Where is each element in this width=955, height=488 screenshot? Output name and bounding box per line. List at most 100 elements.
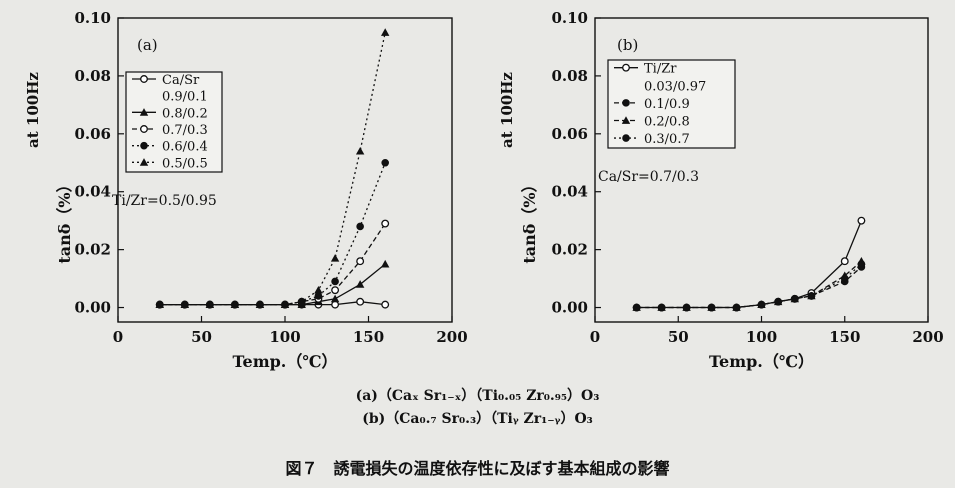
legend-entry: 0.9/0.1 bbox=[162, 90, 208, 105]
caption-line-b: (b)（Ca₀.₇ Sr₀.₃）（Tiᵧ Zr₁₋ᵧ）O₃ bbox=[362, 411, 593, 427]
data-point bbox=[682, 303, 691, 312]
data-point bbox=[840, 257, 849, 266]
series-line bbox=[636, 260, 862, 309]
data-point bbox=[280, 300, 290, 308]
y-tick-label: 0.02 bbox=[74, 241, 111, 259]
data-point bbox=[331, 286, 340, 295]
y-tick-label: 0.04 bbox=[74, 183, 111, 201]
figure-caption: 図７ 誘電損失の温度依存性に及ぼす基本組成の影響 bbox=[285, 459, 670, 478]
legend-entry: 0.5/0.5 bbox=[162, 156, 208, 171]
data-point bbox=[757, 300, 766, 309]
composition-note: Ti/Zr=0.5/0.95 bbox=[112, 193, 217, 209]
legend-entry: 0.8/0.2 bbox=[162, 106, 208, 121]
legend-entry: 0.1/0.9 bbox=[644, 97, 690, 112]
legend-marker bbox=[622, 99, 630, 107]
y-tick-label: 0.04 bbox=[551, 183, 588, 201]
x-tick-label: 150 bbox=[829, 328, 860, 346]
data-point bbox=[381, 219, 390, 228]
data-point bbox=[356, 222, 364, 231]
data-point bbox=[381, 259, 390, 268]
data-point bbox=[355, 146, 365, 155]
panel-label: (a) bbox=[137, 36, 158, 54]
x-tick-label: 100 bbox=[269, 328, 300, 346]
y-tick-label: 0.08 bbox=[74, 67, 111, 85]
data-point bbox=[255, 300, 265, 308]
legend-entry: 0.6/0.4 bbox=[162, 140, 208, 155]
data-point bbox=[657, 303, 666, 312]
series-line bbox=[636, 220, 863, 309]
legend-marker bbox=[140, 125, 148, 133]
y-tick-label: 0.06 bbox=[74, 125, 111, 143]
legend-entry: 0.7/0.3 bbox=[162, 123, 208, 138]
y-tick-label: 0.00 bbox=[74, 299, 111, 317]
data-point bbox=[180, 300, 189, 308]
y-tick-label: 0.00 bbox=[551, 299, 588, 317]
legend-title: Ca/Sr bbox=[162, 73, 200, 88]
legend-marker bbox=[139, 158, 149, 166]
data-point bbox=[230, 300, 240, 308]
series-line bbox=[159, 162, 386, 306]
data-point bbox=[155, 300, 164, 308]
x-tick-label: 100 bbox=[746, 328, 777, 346]
legend-entry: 0.03/0.97 bbox=[644, 79, 706, 94]
data-point bbox=[356, 297, 365, 306]
data-point bbox=[205, 300, 215, 308]
legend-marker bbox=[139, 108, 149, 116]
y-tick-label: 0.08 bbox=[551, 67, 588, 85]
data-point bbox=[381, 300, 390, 309]
chart-panel-a: 0 50 100 150 200 0.00 0.02 0.04 0.06 0.08 0.10 Temp… bbox=[24, 9, 468, 371]
y-axis-label-extra: at 100Hz bbox=[498, 72, 516, 148]
data-point bbox=[732, 303, 741, 312]
x-tick-label: 0 bbox=[590, 328, 600, 346]
series-line bbox=[159, 263, 386, 306]
data-point bbox=[356, 257, 365, 266]
data-point bbox=[314, 292, 323, 300]
data-point bbox=[381, 158, 390, 167]
x-axis-label: Temp.（℃） bbox=[232, 352, 337, 371]
data-point bbox=[331, 277, 339, 286]
data-point bbox=[857, 216, 866, 225]
y-axis-label: tanδ（%） bbox=[55, 176, 74, 263]
data-point bbox=[330, 254, 340, 262]
legend-marker bbox=[621, 116, 631, 124]
legend-entry: 0.2/0.8 bbox=[644, 114, 690, 129]
x-tick-label: 50 bbox=[668, 328, 689, 346]
caption-line-a: (a)（Caₓ Sr₁₋ₓ）（Ti₀.₀₅ Zr₀.₉₅）O₃ bbox=[355, 388, 600, 404]
series-line bbox=[636, 266, 862, 309]
legend-marker bbox=[622, 63, 630, 72]
chart-panel-b: 0 50 100 150 200 0.00 0.02 0.04 0.06 0.08 0.10 Temp… bbox=[498, 9, 944, 371]
y-axis-label: tanδ（%） bbox=[520, 176, 539, 263]
legend-title: Ti/Zr bbox=[644, 62, 677, 77]
x-tick-label: 150 bbox=[353, 328, 384, 346]
x-tick-label: 200 bbox=[436, 328, 467, 346]
x-axis-label: Temp.（℃） bbox=[709, 352, 814, 371]
data-point bbox=[331, 300, 340, 309]
x-tick-label: 0 bbox=[113, 328, 123, 346]
data-point bbox=[355, 280, 365, 288]
data-point bbox=[314, 285, 323, 294]
y-tick-label: 0.10 bbox=[551, 9, 588, 27]
y-axis-label-extra: at 100Hz bbox=[24, 72, 42, 148]
y-tick-label: 0.06 bbox=[551, 125, 588, 143]
data-point bbox=[707, 303, 716, 312]
y-tick-label: 0.02 bbox=[551, 241, 588, 259]
legend-marker bbox=[140, 141, 148, 150]
panel-label: (b) bbox=[617, 36, 638, 54]
series-line bbox=[159, 223, 386, 306]
data-point bbox=[840, 274, 849, 283]
data-point bbox=[330, 294, 340, 303]
data-point bbox=[791, 295, 799, 303]
legend-marker bbox=[140, 75, 148, 83]
legend-marker bbox=[622, 134, 630, 142]
data-point bbox=[857, 260, 866, 268]
composition-note: Ca/Sr=0.7/0.3 bbox=[598, 169, 699, 185]
data-point bbox=[774, 297, 782, 306]
data-point bbox=[807, 292, 816, 300]
x-tick-label: 50 bbox=[191, 328, 212, 346]
data-point bbox=[297, 297, 306, 306]
legend-entry: 0.3/0.7 bbox=[644, 132, 690, 147]
y-tick-label: 0.10 bbox=[74, 9, 111, 27]
data-point bbox=[381, 28, 390, 36]
x-tick-label: 200 bbox=[912, 328, 943, 346]
